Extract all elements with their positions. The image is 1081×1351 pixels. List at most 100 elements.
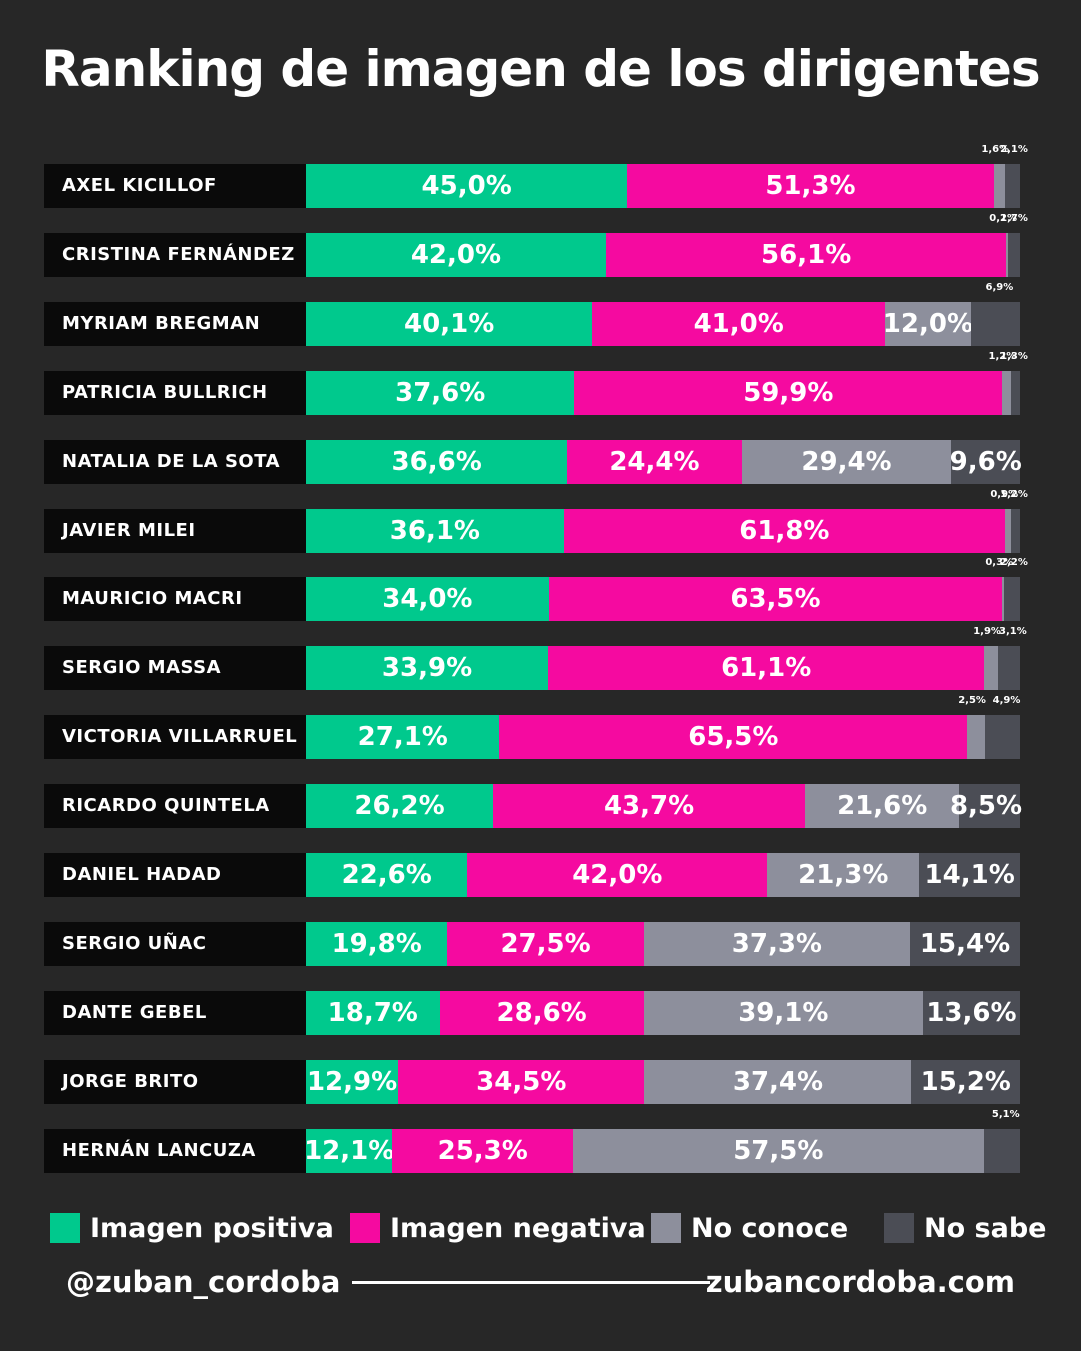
legend-swatch [884,1213,914,1243]
stacked-bar: 40,1% 41,0% 12,0% 6,9% [306,282,1020,346]
bar-row: PATRICIA BULLRICH 37,6% 59,9% 1,2% 1,3% [44,351,1028,415]
bar-segment [398,1059,645,1104]
category-label: MAURICIO MACRI [44,577,306,622]
bar-segment [1011,508,1020,553]
bar-segment [306,990,440,1035]
data-label: 18,7% [327,997,418,1028]
bar-segment [392,1128,574,1173]
data-label: 29,4% [801,446,892,477]
category-label: PATRICIA BULLRICH [44,370,306,415]
stacked-bar: 33,9% 61,1% 1,9% 3,1% [306,626,1027,691]
data-label: 36,6% [391,446,482,477]
data-label: 9,6% [949,446,1022,477]
legend-swatch [50,1213,80,1243]
category-label: JORGE BRITO [44,1059,306,1104]
legend-item: No sabe [884,1208,1046,1248]
data-label: 5,1% [991,1108,1020,1120]
bar-segment [306,715,500,760]
bar-segment [983,1128,1020,1173]
category-label: DANIEL HADAD [44,853,306,897]
bar-segment [643,990,923,1035]
bar-segment [959,784,1020,829]
bar-segment [911,1059,1020,1104]
legend-label: No conoce [691,1212,849,1244]
data-label: 2,5% [958,695,986,707]
data-label: 0,2% [989,212,1018,224]
bar-segment [439,990,644,1035]
data-label: 2,2% [1000,557,1028,569]
bar-row: MAURICIO MACRI 34,0% 63,5% 0,3% 2,2% [44,557,1028,622]
legend-label: Imagen negativa [390,1212,646,1244]
bar-segment [306,1059,399,1104]
data-label: 26,2% [354,791,445,822]
category-label: NATALIA DE LA SOTA [44,439,306,484]
bar-segment [627,164,994,208]
bar-row: RICARDO QUINTELA 26,2% 43,7% 21,6% 8,5% [44,784,1022,829]
data-label: 13,6% [926,997,1017,1028]
data-label: 34,0% [382,584,473,615]
data-label: 42,0% [410,239,502,270]
bar-segment [574,370,1003,415]
data-label: 1,7% [1000,212,1028,224]
data-label: 21,6% [837,791,928,822]
data-label: 28,6% [496,997,587,1028]
stacked-bar: 42,0% 56,1% 0,2% 1,7% [306,213,1028,277]
category-label: DANTE GEBEL [44,990,306,1035]
bar-segment [984,646,998,691]
bar-segment [548,646,985,691]
stacked-bar: 36,1% 61,8% 0,9% 1,2% [306,489,1028,553]
bar-row: NATALIA DE LA SOTA 36,6% 24,4% 29,4% 9,6% [44,439,1022,484]
bar-segment [910,921,1020,966]
data-label: 12,0% [882,308,973,339]
stacked-bar: 26,2% 43,7% 21,6% 8,5% [306,784,1022,829]
footer-divider [352,1281,710,1284]
bar-segment [306,301,593,346]
legend-item: Imagen positiva [50,1208,334,1248]
bar-segment [548,577,1003,622]
footer: @zuban_cordoba zubancordoba.com [0,1260,1081,1310]
data-label: 36,1% [389,515,480,546]
bar-segment [306,232,606,277]
bar-row: VICTORIA VILLARRUEL 27,1% 65,5% 2,5% 4,9% [44,695,1020,760]
stacked-bar: 19,8% 27,5% 37,3% 15,4% [306,921,1020,966]
data-label: 37,4% [732,1066,824,1097]
bar-segment [1002,370,1011,415]
bar-segment [951,439,1020,484]
bar-segment [592,301,886,346]
data-label: 22,6% [341,860,432,890]
data-label: 45,0% [421,171,512,201]
data-label: 33,9% [381,653,473,684]
bar-row: JAVIER MILEI 36,1% 61,8% 0,9% 1,2% [44,489,1028,553]
data-label: 61,1% [721,653,812,684]
data-label: 4,9% [992,695,1021,707]
data-label: 39,1% [738,997,829,1028]
bar-segment [306,370,575,415]
bar-row: DANTE GEBEL 18,7% 28,6% 39,1% 13,6% [44,990,1020,1035]
bar-segment [919,853,1020,897]
bar-segment [306,439,568,484]
bar-segment [970,301,1020,346]
bar-segment [573,1128,984,1173]
data-label: 41,0% [693,308,784,339]
data-label: 51,3% [765,171,856,201]
data-label: 59,9% [743,377,834,408]
stacked-bar: 37,6% 59,9% 1,2% 1,3% [306,351,1028,415]
data-label: 6,9% [985,281,1014,293]
bar-segment [1004,577,1020,622]
category-label: AXEL KICILLOF [44,164,306,208]
data-label: 37,3% [731,928,822,959]
stacked-bar: 12,1% 25,3% 57,5% 5,1% [304,1109,1020,1173]
data-label: 1,2% [988,350,1017,362]
legend-item: Imagen negativa [350,1208,646,1248]
data-label: 1,2% [1000,488,1028,500]
bar-row: CRISTINA FERNÁNDEZ 42,0% 56,1% 0,2% 1,7% [44,213,1028,277]
legend-label: No sabe [924,1212,1047,1244]
data-label: 40,1% [404,308,495,339]
data-label: 1,9% [973,626,1001,638]
bar-segment [1005,508,1012,553]
bar-segment [1005,164,1020,208]
legend-swatch [350,1213,380,1243]
data-label: 2,1% [1000,144,1028,155]
data-label: 12,1% [304,1135,395,1166]
data-label: 3,1% [999,626,1027,638]
